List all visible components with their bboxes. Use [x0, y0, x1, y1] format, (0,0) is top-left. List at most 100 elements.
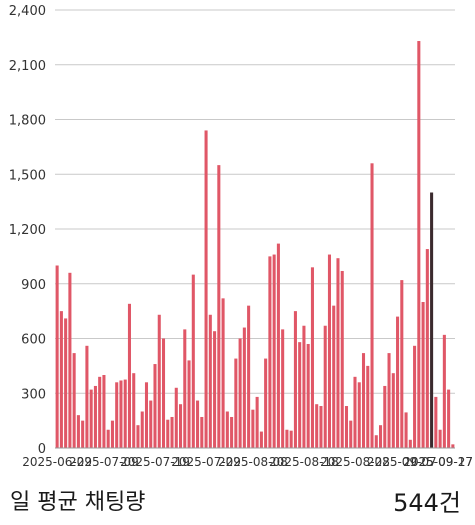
bar[interactable] [332, 305, 336, 448]
bar[interactable] [213, 331, 217, 448]
bar[interactable] [179, 404, 183, 448]
bar[interactable] [408, 439, 412, 448]
bar[interactable] [153, 364, 157, 448]
bar[interactable] [383, 385, 387, 448]
bar[interactable] [289, 430, 293, 448]
bar[interactable] [255, 396, 259, 448]
bar[interactable] [106, 429, 110, 448]
bar[interactable] [136, 425, 140, 448]
y-tick-label: 2,400 [9, 4, 46, 19]
bar[interactable] [366, 365, 370, 449]
bar[interactable] [140, 411, 144, 449]
x-tick-label: 2025-08-08 [218, 455, 288, 469]
bar[interactable] [174, 387, 178, 448]
bar[interactable] [374, 435, 378, 448]
bar[interactable] [85, 345, 89, 448]
bar[interactable] [315, 404, 319, 448]
bar[interactable] [157, 314, 161, 448]
bar[interactable] [396, 316, 400, 448]
bar-highlighted[interactable] [430, 192, 434, 449]
bar[interactable] [336, 258, 340, 448]
bar[interactable] [353, 376, 357, 448]
bar[interactable] [285, 429, 289, 448]
bar[interactable] [272, 254, 276, 448]
bar[interactable] [447, 389, 451, 448]
bar[interactable] [234, 358, 238, 448]
bar[interactable] [349, 420, 353, 449]
bar[interactable] [123, 379, 127, 448]
bar[interactable] [404, 412, 408, 448]
bar[interactable] [391, 373, 395, 448]
bar[interactable] [413, 345, 417, 448]
bar[interactable] [442, 334, 446, 448]
bar[interactable] [161, 338, 166, 449]
bar[interactable] [89, 389, 93, 448]
bar[interactable] [183, 329, 187, 449]
bar[interactable] [344, 406, 349, 448]
bar[interactable] [302, 325, 306, 448]
bar[interactable] [438, 429, 442, 448]
bar[interactable] [217, 165, 221, 449]
bar[interactable] [55, 265, 59, 449]
bar[interactable] [264, 358, 268, 448]
x-tick-label: 2025-09-07 [367, 455, 437, 469]
bar[interactable] [115, 382, 119, 448]
average-chat-value: 544건 [393, 488, 461, 517]
bar[interactable] [196, 400, 200, 448]
bar[interactable] [242, 327, 246, 448]
bar[interactable] [127, 303, 131, 448]
bar[interactable] [400, 280, 404, 448]
bar[interactable] [379, 425, 383, 448]
bar[interactable] [319, 406, 323, 448]
bar[interactable] [68, 272, 72, 448]
bar[interactable] [387, 353, 391, 448]
bar[interactable] [204, 130, 208, 448]
bar[interactable] [259, 431, 263, 448]
bar[interactable] [119, 380, 123, 448]
bar[interactable] [149, 400, 153, 448]
bar[interactable] [110, 420, 114, 449]
x-tick-label: 2025-09-27 [403, 455, 473, 469]
bar[interactable] [310, 267, 314, 448]
bar[interactable] [170, 416, 174, 448]
summary-footer: 일 평균 채팅량 544건 [0, 478, 475, 522]
bar[interactable] [144, 382, 149, 448]
bar[interactable] [191, 274, 195, 449]
bar[interactable] [200, 416, 204, 448]
bar[interactable] [357, 382, 361, 448]
bar[interactable] [434, 396, 438, 448]
bar[interactable] [225, 411, 229, 449]
bar[interactable] [132, 373, 136, 448]
bar[interactable] [247, 305, 251, 448]
bar[interactable] [76, 415, 80, 448]
bar[interactable] [230, 416, 234, 448]
bar[interactable] [281, 329, 285, 449]
bar[interactable] [370, 163, 374, 449]
bar[interactable] [98, 376, 102, 448]
bar[interactable] [276, 243, 280, 448]
bar[interactable] [238, 338, 242, 449]
bar[interactable] [93, 385, 97, 448]
bar[interactable] [102, 375, 106, 448]
bar[interactable] [451, 444, 455, 448]
bar[interactable] [64, 318, 68, 448]
bar[interactable] [417, 41, 421, 449]
bar[interactable] [208, 314, 212, 448]
bar[interactable] [298, 342, 302, 448]
bar[interactable] [187, 360, 191, 448]
bar[interactable] [72, 353, 76, 448]
bar[interactable] [425, 249, 429, 448]
bar[interactable] [221, 298, 225, 448]
bar[interactable] [323, 325, 327, 448]
bar[interactable] [81, 420, 85, 449]
bar[interactable] [306, 343, 310, 448]
bar[interactable] [166, 419, 170, 448]
bar[interactable] [59, 311, 63, 449]
bar[interactable] [251, 409, 255, 448]
bar[interactable] [293, 311, 297, 449]
bar[interactable] [268, 256, 272, 449]
bar[interactable] [340, 270, 344, 448]
bar[interactable] [327, 254, 331, 448]
bar[interactable] [361, 353, 366, 448]
bar[interactable] [421, 302, 425, 448]
